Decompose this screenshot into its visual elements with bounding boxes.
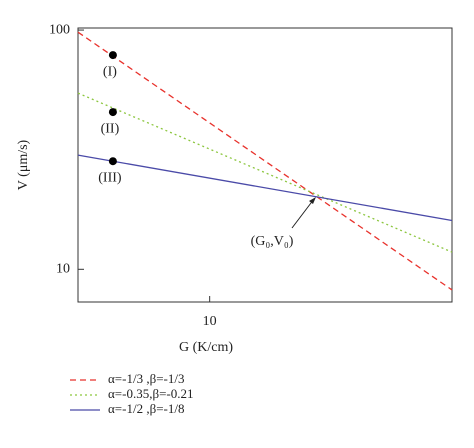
series-line	[77, 92, 453, 253]
point-label: (II)	[101, 121, 120, 136]
annotation: (G₀,V₀)	[251, 234, 294, 249]
plot-frame	[77, 27, 453, 303]
y-tick-label: 10	[56, 262, 70, 277]
x-axis-label: G (K/cm)	[179, 340, 233, 355]
y-axis-label: V (μm/s)	[16, 139, 31, 190]
x-tick-label: 10	[203, 314, 217, 329]
legend-label: α=-0.35,β=-0.21	[108, 386, 194, 401]
arrow-head	[309, 197, 316, 204]
legend-label: α=-1/3 ,β=-1/3	[108, 371, 184, 386]
data-point	[108, 51, 117, 60]
point-label: (I)	[103, 64, 117, 79]
point-label: (III)	[98, 170, 122, 185]
data-point	[108, 157, 117, 166]
y-tick-label: 100	[49, 22, 70, 37]
legend-label: α=-1/2 ,β=-1/8	[108, 401, 184, 416]
data-point	[108, 108, 117, 117]
series-line	[77, 154, 453, 222]
annotation-arrow	[291, 198, 315, 229]
series-line	[77, 31, 453, 291]
